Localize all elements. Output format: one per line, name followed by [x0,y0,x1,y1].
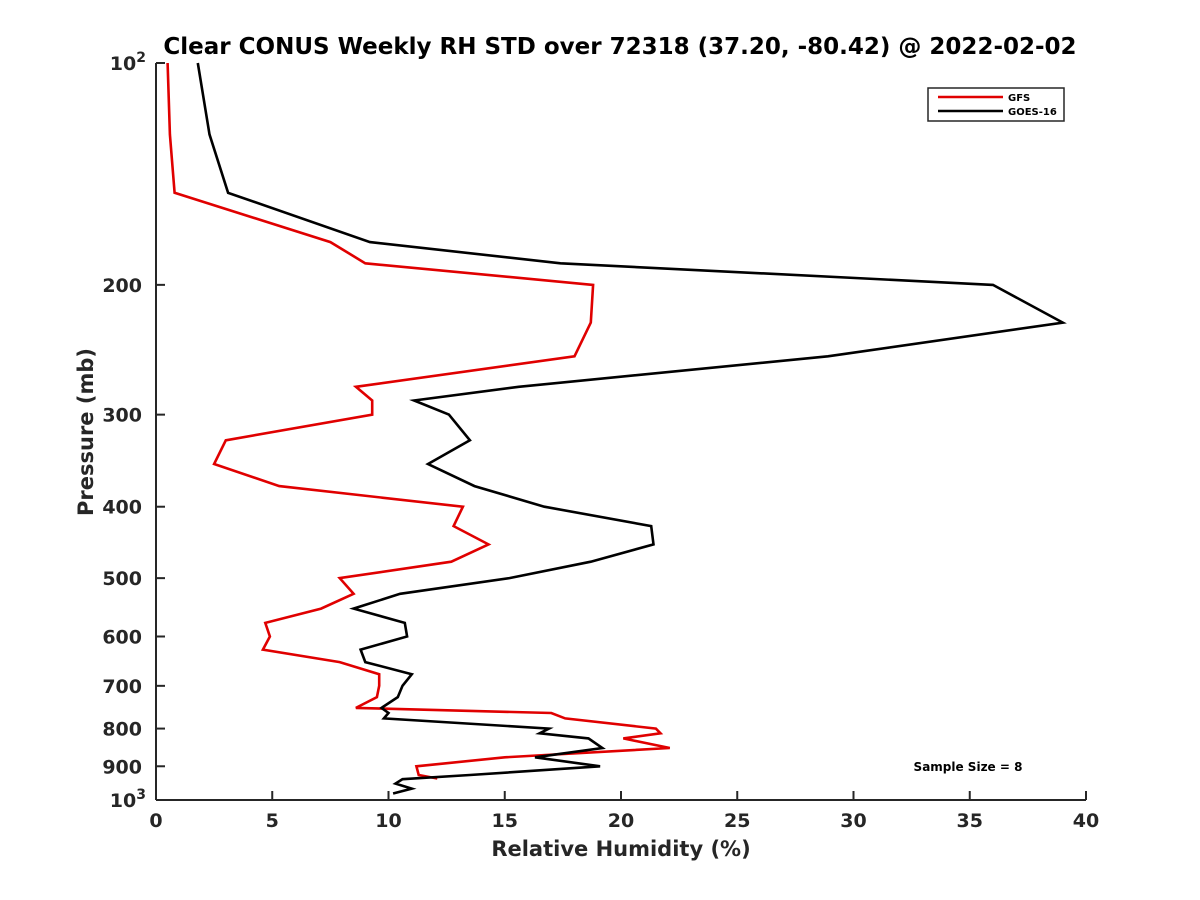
chart-title: Clear CONUS Weekly RH STD over 72318 (37… [163,34,1076,60]
series-line-gfs [166,62,671,780]
y-tick-label: 400 [102,497,142,519]
y-tick-label: 300 [102,405,142,427]
y-axis-label: Pressure (mb) [74,348,98,516]
y-tick-label: 500 [102,568,142,590]
y-tick-label: 600 [102,626,142,648]
y-tick-exponent: 2 [136,50,146,66]
series-line-goes-16 [196,62,1067,795]
x-tick-label: 15 [492,810,518,832]
y-tick-exponent: 3 [136,787,146,803]
y-tick-label-power: 103 [110,787,146,812]
sample-size-annotation: Sample Size = 8 [914,760,1023,774]
x-tick-label: 20 [608,810,634,832]
y-tick-base: 10 [110,53,136,75]
x-tick-label: 5 [266,810,279,832]
legend-label-gfs: GFS [1008,93,1030,104]
y-tick-label: 900 [102,756,142,778]
x-axis-ticks: 0 5 10 15 20 25 30 35 40 [149,791,1099,832]
x-axis-label: Relative Humidity (%) [491,837,750,861]
y-tick-label: 700 [102,676,142,698]
y-tick-base: 10 [110,790,136,812]
legend-box [927,87,1065,122]
y-tick-label-power: 102 [110,50,146,75]
x-tick-label: 0 [149,810,162,832]
x-tick-label: 10 [375,810,401,832]
plot-area [155,62,1086,801]
legend: GFS GOES-16 [927,87,1065,122]
y-tick-label: 200 [102,275,142,297]
x-tick-label: 30 [840,810,866,832]
legend-label-goes-16: GOES-16 [1008,107,1057,118]
x-tick-label: 35 [957,810,983,832]
x-tick-label: 40 [1073,810,1099,832]
y-tick-label: 800 [102,719,142,741]
x-tick-label: 25 [724,810,750,832]
series-layer [166,62,1067,795]
